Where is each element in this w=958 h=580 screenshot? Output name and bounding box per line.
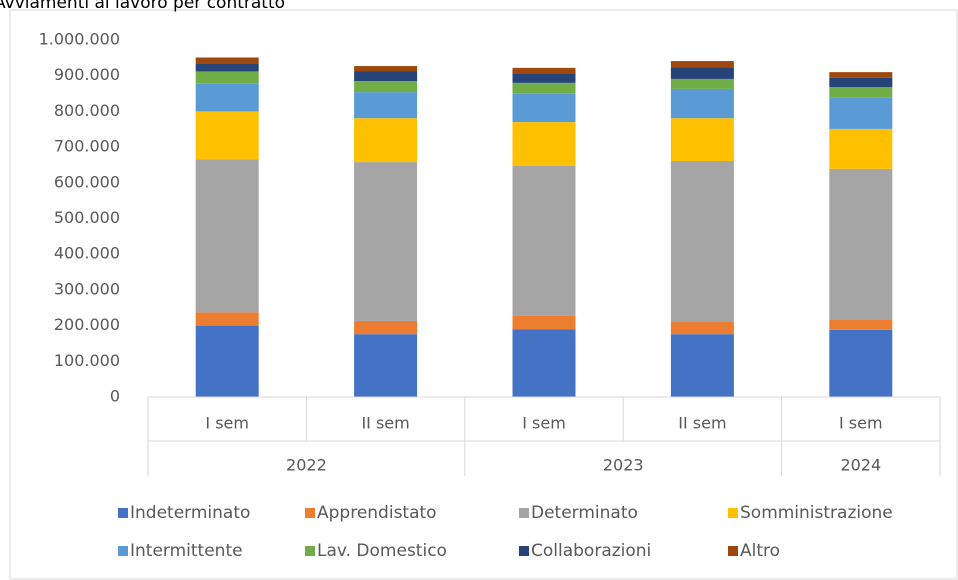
x-tick-label: I sem: [839, 414, 883, 433]
y-tick-label: 100.000: [54, 351, 120, 370]
bar-segment: [354, 162, 418, 321]
bar-segment: [354, 92, 418, 119]
bar-segment: [195, 71, 259, 84]
group-label: 2024: [840, 456, 881, 475]
bar-segment: [512, 122, 576, 167]
bar-segment: [512, 93, 576, 123]
bar-segment: [354, 81, 418, 93]
legend-label: Somministrazione: [740, 503, 893, 523]
legend-swatch: [305, 508, 315, 518]
legend-swatch: [728, 508, 738, 518]
bar-segment: [670, 78, 734, 89]
legend-swatch: [728, 546, 738, 556]
bar-segment: [512, 166, 576, 316]
group-label: 2023: [603, 456, 644, 475]
y-tick-label: 300.000: [54, 279, 120, 298]
legend-label: Determinato: [531, 503, 638, 523]
legend-label: Collaborazioni: [531, 541, 651, 561]
bar-segment: [512, 67, 576, 74]
bar-segment: [195, 57, 259, 64]
bar-segment: [670, 118, 734, 162]
bar-segment: [670, 88, 734, 119]
y-tick-label: 500.000: [54, 208, 120, 227]
bar-segment: [670, 322, 734, 335]
y-tick-label: 1.000.000: [39, 30, 120, 49]
bar-segment: [195, 312, 259, 326]
legend-label: Intermittente: [130, 541, 243, 561]
bar-segment: [829, 319, 893, 330]
bar-segment: [354, 320, 418, 335]
bar-segment: [829, 168, 893, 320]
bar-segment: [829, 87, 893, 98]
bar-segment: [670, 61, 734, 68]
bar-segment: [512, 73, 576, 83]
bar-segment: [195, 83, 259, 112]
bar-segment: [670, 161, 734, 323]
x-tick-label: II sem: [678, 414, 726, 433]
bar-segment: [512, 329, 576, 397]
bar-segment: [829, 72, 893, 78]
bar-segment: [829, 329, 893, 397]
chart-frame: [9, 9, 958, 580]
legend-swatch: [519, 508, 529, 518]
bar-segment: [195, 111, 259, 160]
bar-segment: [829, 77, 893, 88]
y-tick-label: 700.000: [54, 137, 120, 156]
bar-segment: [195, 63, 259, 72]
y-tick-label: 200.000: [54, 315, 120, 334]
legend-label: Apprendistato: [317, 503, 437, 523]
bar-segment: [670, 334, 734, 397]
bar-segment: [829, 128, 893, 169]
bar-segment: [354, 334, 418, 397]
x-tick-label: I sem: [205, 414, 249, 433]
bar-segment: [354, 66, 418, 72]
y-tick-label: 800.000: [54, 101, 120, 120]
y-tick-label: 0: [110, 387, 120, 406]
legend-label: Lav. Domestico: [317, 541, 447, 561]
bar-segment: [354, 71, 418, 82]
bar-segment: [829, 97, 893, 129]
y-tick-label: 400.000: [54, 244, 120, 263]
chart-title: Avviamenti al lavoro per contratto: [0, 0, 285, 13]
legend-label: Indeterminato: [130, 503, 250, 523]
bar-segment: [670, 67, 734, 79]
bar-segment: [195, 159, 259, 313]
y-tick-label: 900.000: [54, 65, 120, 84]
y-tick-label: 600.000: [54, 172, 120, 191]
group-label: 2022: [286, 456, 327, 475]
bar-segment: [354, 118, 418, 163]
bar-segment: [195, 325, 259, 397]
x-tick-label: I sem: [522, 414, 566, 433]
bar-segment: [512, 82, 576, 94]
legend-swatch: [118, 508, 128, 518]
legend-swatch: [305, 546, 315, 556]
bar-segment: [512, 315, 576, 330]
x-tick-label: II sem: [361, 414, 409, 433]
legend-swatch: [118, 546, 128, 556]
legend-label: Altro: [740, 541, 780, 561]
legend-swatch: [519, 546, 529, 556]
